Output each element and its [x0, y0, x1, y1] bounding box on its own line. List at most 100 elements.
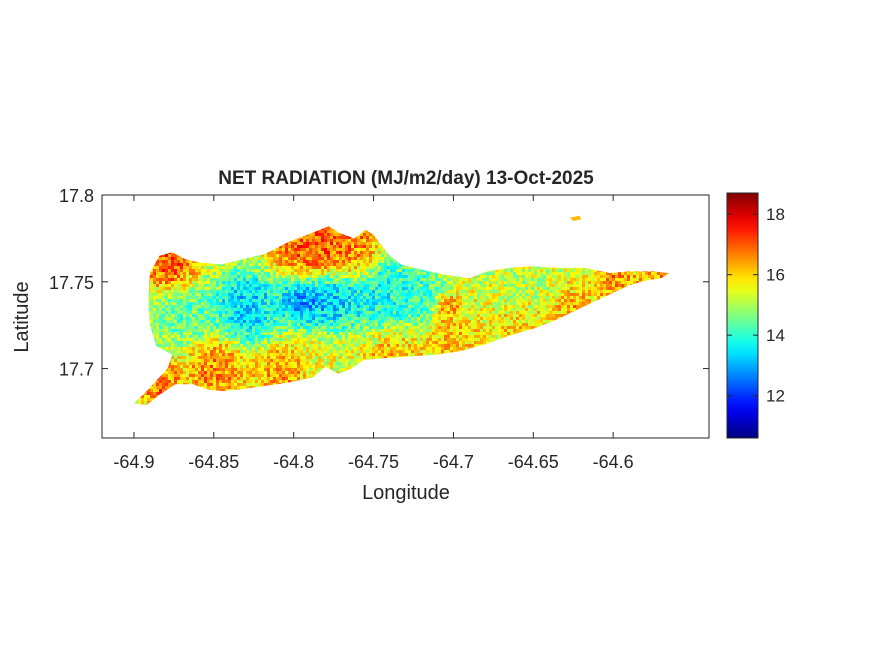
heatmap-cell: [288, 272, 292, 276]
heatmap-cell: [375, 245, 379, 249]
heatmap-cell: [300, 284, 304, 288]
heatmap-cell: [246, 278, 250, 282]
heatmap-cell: [375, 299, 379, 303]
heatmap-cell: [315, 260, 319, 264]
heatmap-cell: [450, 281, 454, 285]
heatmap-cell: [165, 272, 169, 276]
heatmap-cell: [312, 266, 316, 270]
heatmap-cell: [219, 275, 223, 279]
heatmap-cell: [156, 287, 160, 291]
heatmap-cell: [495, 299, 499, 303]
heatmap-cell: [366, 275, 370, 279]
heatmap-cell: [426, 281, 430, 285]
heatmap-cell: [270, 290, 274, 294]
heatmap-cell: [450, 296, 454, 300]
heatmap-cell: [147, 299, 151, 303]
heatmap-cell: [324, 257, 328, 261]
heatmap-cell: [399, 284, 403, 288]
heatmap-cell: [369, 251, 373, 255]
heatmap-cell: [471, 278, 475, 282]
heatmap-cell: [186, 287, 190, 291]
heatmap-cell: [216, 287, 220, 291]
heatmap-cell: [561, 278, 565, 282]
heatmap-cell: [198, 302, 202, 306]
heatmap-cell: [315, 251, 319, 255]
heatmap-cell: [414, 278, 418, 282]
heatmap-cell: [402, 284, 406, 288]
heatmap-cell: [318, 263, 322, 267]
heatmap-cell: [360, 290, 364, 294]
heatmap-cell: [276, 284, 280, 288]
heatmap-cell: [189, 287, 193, 291]
heatmap-cell: [252, 272, 256, 276]
heatmap-cell: [261, 299, 265, 303]
heatmap-cell: [504, 284, 508, 288]
heatmap-cell: [573, 287, 577, 291]
heatmap-cell: [537, 281, 541, 285]
heatmap-cell: [507, 299, 511, 303]
heatmap-cell: [210, 284, 214, 288]
heatmap-cell: [222, 275, 226, 279]
heatmap-cell: [384, 269, 388, 273]
heatmap-cell: [183, 290, 187, 294]
heatmap-cell: [603, 287, 607, 291]
heatmap-cell: [384, 266, 388, 270]
heatmap-cell: [300, 254, 304, 258]
heatmap-cell: [372, 254, 376, 258]
heatmap-cell: [309, 281, 313, 285]
heatmap-cell: [243, 299, 247, 303]
heatmap-cell: [462, 299, 466, 303]
heatmap-cell: [369, 239, 373, 243]
heatmap-cell: [324, 230, 328, 234]
heatmap-cell: [216, 281, 220, 285]
heatmap-cell: [549, 290, 553, 294]
heatmap-cell: [252, 284, 256, 288]
heatmap-cell: [348, 248, 352, 252]
heatmap-cell: [195, 272, 199, 276]
heatmap-cell: [438, 293, 442, 297]
heatmap-cell: [486, 293, 490, 297]
heatmap-cell: [492, 284, 496, 288]
heatmap-cell: [444, 287, 448, 291]
heatmap-cell: [447, 287, 451, 291]
heatmap-cell: [333, 299, 337, 303]
heatmap-cell: [177, 269, 181, 273]
heatmap-cell: [243, 269, 247, 273]
heatmap-cell: [324, 251, 328, 255]
heatmap-cell: [660, 272, 664, 276]
heatmap-cell: [366, 239, 370, 243]
heatmap-cell: [384, 257, 388, 261]
heatmap-cell: [513, 272, 517, 276]
heatmap-cell: [354, 272, 358, 276]
heatmap-cell: [270, 278, 274, 282]
heatmap-cell: [489, 296, 493, 300]
heatmap-cell: [318, 269, 322, 273]
heatmap-cell: [366, 278, 370, 282]
heatmap-cell: [243, 260, 247, 264]
heatmap-cell: [228, 293, 232, 297]
heatmap-cell: [480, 281, 484, 285]
heatmap-cell: [411, 278, 415, 282]
heatmap-cell: [300, 293, 304, 297]
heatmap-cell: [327, 278, 331, 282]
heatmap-cell: [354, 299, 358, 303]
heatmap-cell: [345, 284, 349, 288]
heatmap-cell: [276, 260, 280, 264]
heatmap-cell: [378, 299, 382, 303]
heatmap-cell: [177, 278, 181, 282]
heatmap-cell: [537, 272, 541, 276]
heatmap-cell: [315, 287, 319, 291]
heatmap-cell: [279, 284, 283, 288]
heatmap-cell: [276, 296, 280, 300]
heatmap-cell: [318, 278, 322, 282]
heatmap-cell: [315, 281, 319, 285]
heatmap-cell: [621, 281, 625, 285]
heatmap-cell: [372, 242, 376, 246]
heatmap-cell: [327, 299, 331, 303]
heatmap-cell: [402, 299, 406, 303]
heatmap-cell: [243, 281, 247, 285]
heatmap-cell: [606, 275, 610, 279]
heatmap-cell: [459, 293, 463, 297]
heatmap-cell: [462, 296, 466, 300]
heatmap-cell: [288, 248, 292, 252]
